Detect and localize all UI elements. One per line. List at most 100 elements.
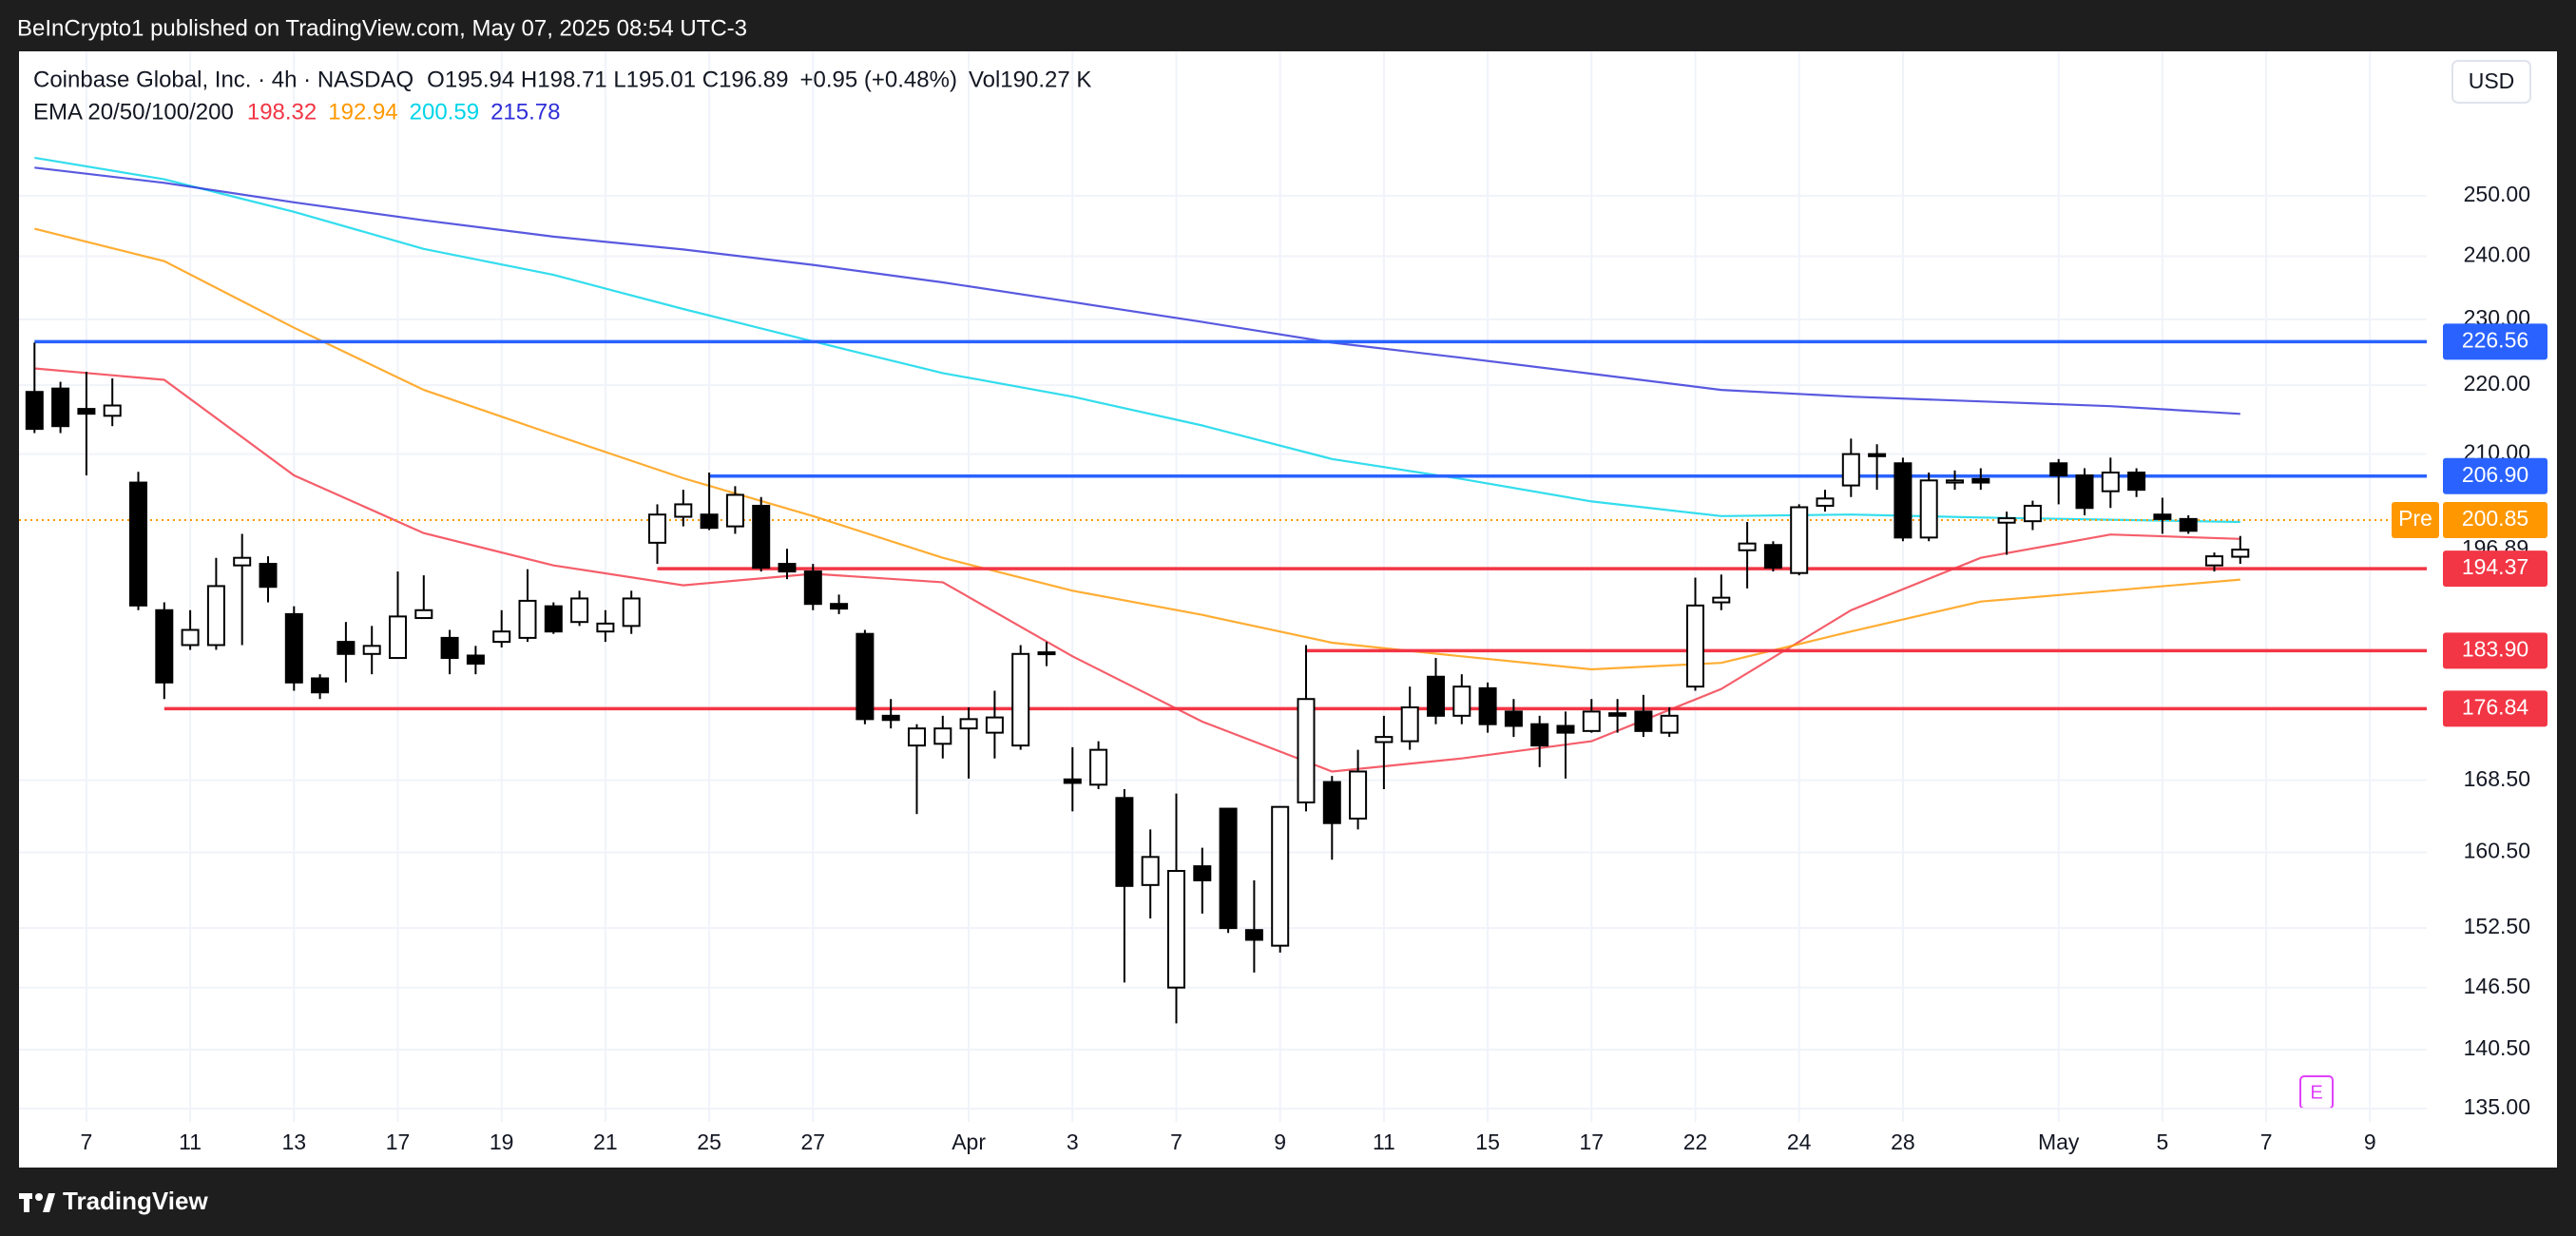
candle-body xyxy=(1452,686,1471,717)
candle-body xyxy=(1141,856,1160,886)
earnings-badge-label[interactable]: E xyxy=(2310,1082,2322,1103)
x-tick-label: 9 xyxy=(1274,1130,1286,1154)
currency-button[interactable] xyxy=(2451,60,2531,104)
candle-body xyxy=(1997,517,2016,524)
x-tick-label: 24 xyxy=(1787,1130,1812,1154)
ema-line xyxy=(34,227,2240,671)
candle-body xyxy=(1712,596,1731,604)
candle-body xyxy=(1660,714,1679,734)
level-label: 226.56 xyxy=(2462,327,2528,352)
indicator-value: 200.59 xyxy=(410,99,479,125)
y-tick-label: 250.00 xyxy=(2464,182,2530,206)
level-label-box xyxy=(2443,632,2547,669)
indicator-value: 192.94 xyxy=(328,99,397,125)
pre-price-label: 200.85 xyxy=(2462,506,2528,531)
candle-body xyxy=(1349,770,1368,820)
candle-body xyxy=(959,718,978,730)
candle-body xyxy=(2231,549,2250,558)
candle-body xyxy=(674,503,693,518)
candle-body xyxy=(25,391,44,431)
candle-body xyxy=(1738,542,1757,551)
brand: TradingView xyxy=(63,1187,208,1215)
candle-body xyxy=(1790,506,1809,574)
candle-body xyxy=(1089,748,1108,786)
candle-body xyxy=(2075,474,2094,510)
level-label-box xyxy=(2443,550,2547,588)
candle-body xyxy=(1919,479,1938,539)
y-tick-label: 146.50 xyxy=(2464,974,2530,998)
candle-body xyxy=(233,556,252,567)
candle-body xyxy=(2153,513,2172,520)
y-tick-label: 168.50 xyxy=(2464,766,2530,791)
ohlc: O195.94 H198.71 L195.01 C196.89 xyxy=(427,67,788,92)
candle-body xyxy=(1219,807,1238,930)
x-tick-label: May xyxy=(2038,1130,2080,1154)
candle-body xyxy=(181,628,200,647)
currency[interactable]: USD xyxy=(2469,68,2515,93)
x-tick-label: 11 xyxy=(179,1130,202,1154)
x-tick-label: 3 xyxy=(1067,1130,1079,1154)
candle-body xyxy=(518,599,537,639)
candle-body xyxy=(1530,723,1549,747)
candle-body xyxy=(77,408,96,415)
change: +0.95 (+0.48%) xyxy=(799,67,956,92)
candle-body xyxy=(908,727,926,747)
candle-body xyxy=(752,504,771,570)
pre-tag: Pre xyxy=(2398,506,2432,531)
candle-body xyxy=(803,570,822,606)
candle-body xyxy=(1244,929,1263,941)
pre-tag-box xyxy=(2392,502,2439,539)
candle-body xyxy=(51,387,70,428)
y-tick-label: 152.50 xyxy=(2464,914,2530,938)
candle-body xyxy=(1167,870,1185,989)
y-tick-label: 140.50 xyxy=(2464,1035,2530,1060)
x-tick-label: 28 xyxy=(1891,1130,1915,1154)
x-tick-label: 7 xyxy=(2260,1130,2273,1154)
candle-body xyxy=(362,645,381,655)
candle-body xyxy=(1816,497,1835,507)
chart-panel xyxy=(19,51,2557,1168)
ema-line xyxy=(34,156,2240,524)
y-tick-label: 160.50 xyxy=(2464,839,2530,863)
candle-body xyxy=(492,630,511,644)
candle-body xyxy=(2101,472,2120,492)
candle-body xyxy=(1556,724,1575,734)
candle-body xyxy=(1400,705,1419,743)
x-tick-label: 17 xyxy=(386,1130,411,1154)
candle-body xyxy=(596,622,615,633)
ema-line xyxy=(34,166,2240,415)
candle-body xyxy=(389,615,407,660)
x-tick-label: 25 xyxy=(697,1130,721,1154)
candle-body xyxy=(259,563,278,589)
candle-body xyxy=(622,597,641,628)
candle-body xyxy=(1427,675,1445,717)
candle-body xyxy=(725,493,744,528)
x-tick-label: 9 xyxy=(2364,1130,2376,1154)
level-label-box xyxy=(2443,690,2547,727)
candle-body xyxy=(1763,544,1782,570)
candle-body xyxy=(1946,479,1964,484)
candle-body xyxy=(311,677,330,694)
x-tick-label: 7 xyxy=(81,1130,93,1154)
indicator-value: 198.32 xyxy=(247,99,317,125)
candle-body xyxy=(2023,504,2042,523)
candle-body xyxy=(2049,462,2068,477)
y-tick-label: 220.00 xyxy=(2464,371,2530,396)
candle-body xyxy=(1504,710,1523,727)
pre-price-box xyxy=(2443,502,2547,539)
candle-body xyxy=(1841,453,1860,487)
symbol: Coinbase Global, Inc. · 4h · NASDAQ xyxy=(33,67,413,92)
candle-body xyxy=(1894,462,1913,539)
x-tick-label: 17 xyxy=(1580,1130,1605,1154)
candle-body xyxy=(1375,736,1394,744)
candle-body xyxy=(1634,710,1653,732)
candle-body xyxy=(284,612,303,684)
x-tick-label: 22 xyxy=(1683,1130,1708,1154)
indicator-value: 215.78 xyxy=(490,99,560,125)
candle-body xyxy=(778,563,797,573)
y-tick-label: 240.00 xyxy=(2464,242,2530,267)
candle-body xyxy=(830,603,849,610)
candle-body xyxy=(700,513,719,530)
published-note: BeInCrypto1 published on TradingView.com… xyxy=(17,15,747,41)
candle-body xyxy=(1478,686,1497,725)
